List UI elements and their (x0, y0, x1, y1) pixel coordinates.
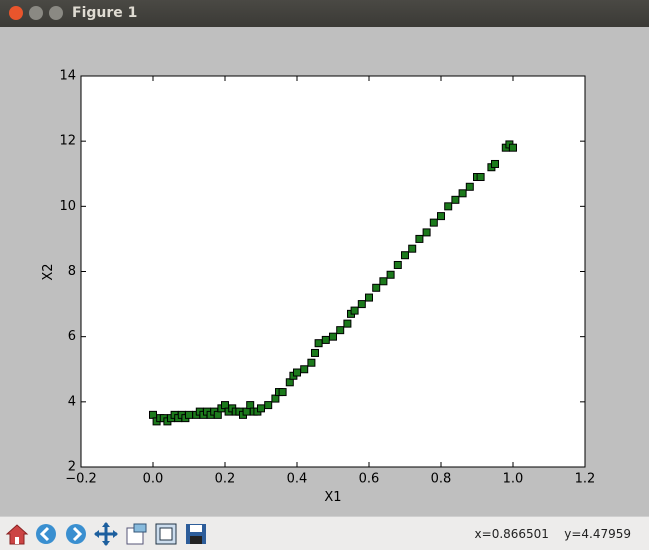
plot-area (80, 75, 586, 468)
point (372, 283, 381, 292)
y-axis-label: X2 (41, 263, 56, 280)
point (343, 319, 352, 328)
window-title: Figure 1 (72, 5, 138, 21)
y-tick-label: 14 (59, 69, 76, 84)
point (437, 212, 445, 221)
point (350, 306, 359, 315)
status-y: y=4.47959 (564, 527, 631, 541)
point (257, 404, 265, 413)
y-tick-label: 4 (68, 394, 76, 409)
point (300, 365, 309, 374)
configure-button[interactable] (154, 522, 178, 546)
y-tick-label: 2 (68, 460, 76, 475)
title-bar: Figure 1 (0, 0, 649, 27)
point (307, 358, 316, 367)
status-x: x=0.866501 (474, 527, 549, 541)
pan-button[interactable] (94, 522, 118, 546)
y-tick-label: 6 (68, 329, 76, 344)
point (311, 348, 319, 357)
point (429, 218, 438, 227)
back-button[interactable] (34, 522, 58, 546)
y-tick-label: 12 (59, 134, 76, 149)
point (293, 368, 301, 377)
point (465, 182, 474, 191)
y-tick-label: 8 (68, 264, 76, 279)
point (242, 407, 251, 416)
point (264, 401, 273, 410)
x-tick-label: 0.8 (431, 472, 452, 487)
point (285, 378, 294, 387)
home-button[interactable] (5, 522, 29, 546)
zoom-button[interactable] (124, 522, 148, 546)
x-tick-label: 0.2 (215, 472, 236, 487)
x-tick-label: 0.4 (287, 472, 308, 487)
x-tick-label: 1.2 (575, 472, 596, 487)
status-coordinates: x=0.866501 y=4.47959 (475, 527, 631, 541)
point (476, 173, 485, 182)
y-tick-label: 10 (59, 199, 76, 214)
point (185, 410, 193, 419)
toolbar: x=0.866501 y=4.47959 (0, 516, 649, 550)
point (415, 234, 424, 243)
point (401, 251, 409, 260)
point (509, 143, 517, 152)
point (246, 401, 255, 410)
point (278, 388, 287, 397)
point (379, 277, 388, 286)
point (321, 335, 330, 344)
point (213, 410, 222, 419)
save-button[interactable] (184, 522, 208, 546)
point (336, 326, 345, 335)
forward-button[interactable] (64, 522, 88, 546)
maximize-button[interactable] (49, 6, 63, 20)
point (491, 159, 499, 168)
point (271, 394, 280, 403)
x-tick-label: 0.6 (359, 472, 380, 487)
close-button[interactable] (9, 6, 23, 20)
point (314, 339, 323, 348)
point (386, 270, 395, 279)
figure: X1 X2 −0.2 0.0 0.2 0.4 0.6 0.8 1.0 1.2 2 4 6 8 10 12 1… (4, 30, 645, 516)
minimize-button[interactable] (29, 6, 43, 20)
x-tick-label: 0.0 (143, 472, 164, 487)
point (221, 401, 229, 410)
point (393, 260, 402, 269)
point (444, 202, 453, 211)
point (458, 189, 467, 198)
point (329, 332, 337, 341)
point (365, 293, 373, 302)
point (422, 228, 431, 237)
point (408, 244, 417, 253)
point (451, 195, 460, 204)
x-tick-label: −0.2 (65, 472, 97, 487)
x-tick-label: 1.0 (503, 472, 524, 487)
x-axis-label: X1 (324, 490, 341, 505)
point (149, 410, 157, 419)
point (357, 300, 366, 309)
